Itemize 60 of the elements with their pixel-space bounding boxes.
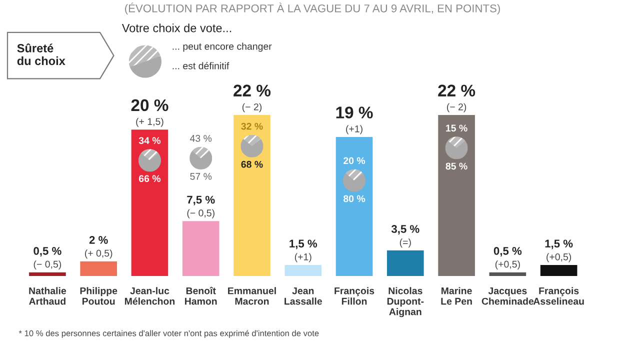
annotation: 68 % xyxy=(241,160,263,168)
bar xyxy=(336,137,373,276)
annotation: 57 % xyxy=(190,173,212,180)
text: Sûreté du choix xyxy=(17,43,66,66)
x-tick-label: François Asselineau xyxy=(533,287,584,305)
data-label: 2 % xyxy=(89,236,108,244)
text: ... est définitif xyxy=(172,62,230,70)
x-tick-label: François Fillon xyxy=(334,287,374,305)
annotation: 20 % xyxy=(344,157,366,164)
text: * 10 % des personnes certaines d'aller voter n'ont pas exprimé d'intention de vote xyxy=(18,330,319,338)
bar xyxy=(284,265,322,276)
x-tick-label: Marine Le Pen xyxy=(441,287,472,305)
bar xyxy=(29,272,66,276)
data-label: 19 % xyxy=(336,106,373,118)
annotation: (− 0,5) xyxy=(34,260,62,270)
annotation: 43 % xyxy=(190,134,212,142)
x-tick-label: Philippe Poutou xyxy=(80,287,118,305)
chart-subtitle: (ÉVOLUTION PAR RAPPORT À LA VAGUE DU 7 AU 9 AVRIL, EN POINTS) xyxy=(125,2,500,15)
annotation: 15 % xyxy=(446,124,468,132)
annotation: (=) xyxy=(400,238,411,248)
bar xyxy=(131,130,168,276)
x-tick-label: Benoît Hamon xyxy=(185,286,217,305)
x-tick-label: Jean-luc Mélenchon xyxy=(124,287,175,305)
data-label: 0,5 % xyxy=(494,246,522,256)
bar xyxy=(234,115,270,276)
bar xyxy=(386,250,424,276)
annotation: (+1) xyxy=(346,125,362,134)
annotation: 32 % xyxy=(241,122,263,130)
x-tick-label: Emmanuel Macron xyxy=(228,287,276,305)
data-label: 0,5 % xyxy=(34,246,62,256)
x-tick-label: Jacques Cheminade xyxy=(482,287,534,305)
data-label: 3,5 % xyxy=(391,225,420,235)
data-label: 22 % xyxy=(438,84,476,96)
data-label: 22 % xyxy=(234,84,271,96)
x-tick-label: Nicolas Dupont- Aignan xyxy=(387,287,424,318)
data-label: 20 % xyxy=(131,99,168,112)
annotation: 34 % xyxy=(138,137,161,144)
x-tick-label: Nathalie Arthaud xyxy=(29,287,66,305)
annotation: (+0,5) xyxy=(546,253,572,262)
annotation: (+ 1,5) xyxy=(136,118,164,127)
data-label: 1,5 % xyxy=(545,240,573,250)
annotation: (− 2) xyxy=(447,103,466,112)
data-label: 1,5 % xyxy=(290,240,318,250)
bar xyxy=(540,265,578,276)
data-label: 7,5 % xyxy=(187,196,215,206)
annotation: (− 0,5) xyxy=(187,209,214,218)
annotation: 66 % xyxy=(138,175,161,182)
text: ... peut encore changer xyxy=(172,42,272,52)
annotation: (+1) xyxy=(294,253,312,262)
bar xyxy=(489,272,526,276)
bar xyxy=(182,221,220,276)
annotation: 85 % xyxy=(446,162,468,170)
x-tick-label: Jean Lassalle xyxy=(284,287,322,305)
annotation: (+ 0,5) xyxy=(85,250,112,259)
annotation: (+0,5) xyxy=(495,260,520,270)
annotation: (− 2) xyxy=(242,103,262,112)
text: Votre choix de vote... xyxy=(122,24,232,32)
bar xyxy=(438,115,475,276)
bar xyxy=(80,261,117,276)
annotation: 80 % xyxy=(343,195,366,202)
